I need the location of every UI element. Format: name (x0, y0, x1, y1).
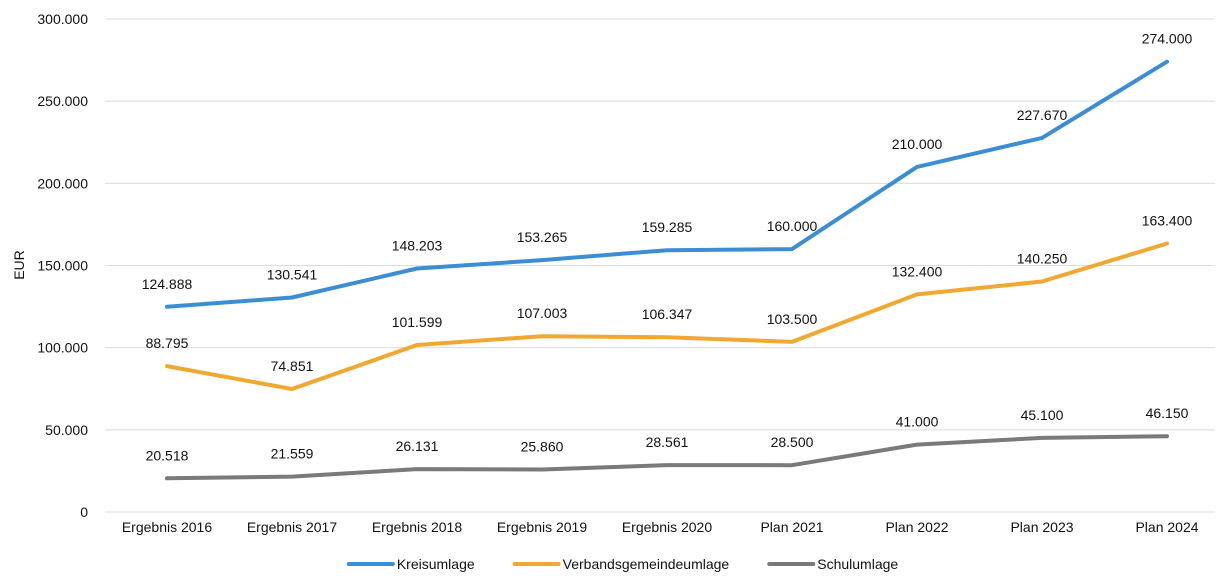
data-label: 28.500 (771, 434, 814, 450)
y-tick-label: 150.000 (37, 258, 88, 274)
y-tick-label: 100.000 (37, 340, 88, 356)
legend-entry: Kreisumlage (397, 556, 475, 572)
y-tick-label: 0 (80, 504, 88, 520)
y-tick-label: 200.000 (37, 175, 88, 191)
data-label: 159.285 (642, 219, 693, 235)
legend-entry: Schulumlage (817, 556, 898, 572)
x-tick-label: Ergebnis 2020 (622, 519, 713, 535)
data-label: 28.561 (646, 434, 689, 450)
data-label: 153.265 (517, 229, 568, 245)
data-label: 88.795 (146, 335, 189, 351)
data-label: 45.100 (1021, 407, 1064, 423)
data-label: 103.500 (767, 311, 818, 327)
data-label: 274.000 (1142, 31, 1193, 47)
data-label: 132.400 (892, 263, 943, 279)
x-tick-label: Plan 2024 (1135, 519, 1198, 535)
data-label: 20.518 (146, 447, 189, 463)
data-label: 107.003 (517, 305, 568, 321)
x-tick-label: Plan 2021 (760, 519, 823, 535)
x-tick-label: Plan 2022 (885, 519, 948, 535)
y-tick-label: 250.000 (37, 93, 88, 109)
data-labels: 124.888 130.541 148.203 153.265 159.285 160.0… (142, 31, 1193, 464)
y-axis-title: EUR (11, 250, 27, 280)
data-label: 124.888 (142, 276, 193, 292)
data-label: 227.670 (1017, 107, 1068, 123)
data-label: 106.347 (642, 306, 693, 322)
data-label: 21.559 (271, 446, 314, 462)
data-label: 210.000 (892, 136, 943, 152)
y-tick-label: 300.000 (37, 11, 88, 27)
series-line-verbandsgemeindeumlage (165, 241, 1169, 391)
series-line-schulumlage (165, 434, 1169, 481)
y-axis-ticks: 0 50.000 100.000 150.000 200.000 250.000 300.0… (37, 11, 88, 520)
data-label: 46.150 (1146, 405, 1189, 421)
x-tick-label: Ergebnis 2019 (497, 519, 588, 535)
y-tick-label: 50.000 (45, 422, 88, 438)
legend-entry: Verbandsgemeindeumlage (563, 556, 730, 572)
data-label: 25.860 (521, 439, 564, 455)
data-label: 160.000 (767, 218, 818, 234)
data-label: 26.131 (396, 438, 439, 454)
x-tick-label: Plan 2023 (1010, 519, 1073, 535)
x-tick-label: Ergebnis 2017 (247, 519, 338, 535)
data-label: 101.599 (392, 314, 443, 330)
data-label: 163.400 (1142, 212, 1193, 228)
data-label: 148.203 (392, 237, 443, 253)
data-label: 41.000 (896, 414, 939, 430)
legend: Kreisumlage Verbandsgemeindeumlage Schulum… (346, 556, 898, 572)
series-line-kreisumlage (165, 59, 1169, 309)
x-axis-ticks: Ergebnis 2016 Ergebnis 2017 Ergebnis 2018 E… (122, 519, 1199, 535)
data-label: 140.250 (1017, 251, 1068, 267)
x-tick-label: Ergebnis 2016 (122, 519, 213, 535)
data-label: 130.541 (267, 266, 318, 282)
x-tick-label: Ergebnis 2018 (372, 519, 463, 535)
data-label: 74.851 (271, 358, 314, 374)
series-lines (165, 59, 1169, 481)
grid-lines (105, 18, 1215, 513)
